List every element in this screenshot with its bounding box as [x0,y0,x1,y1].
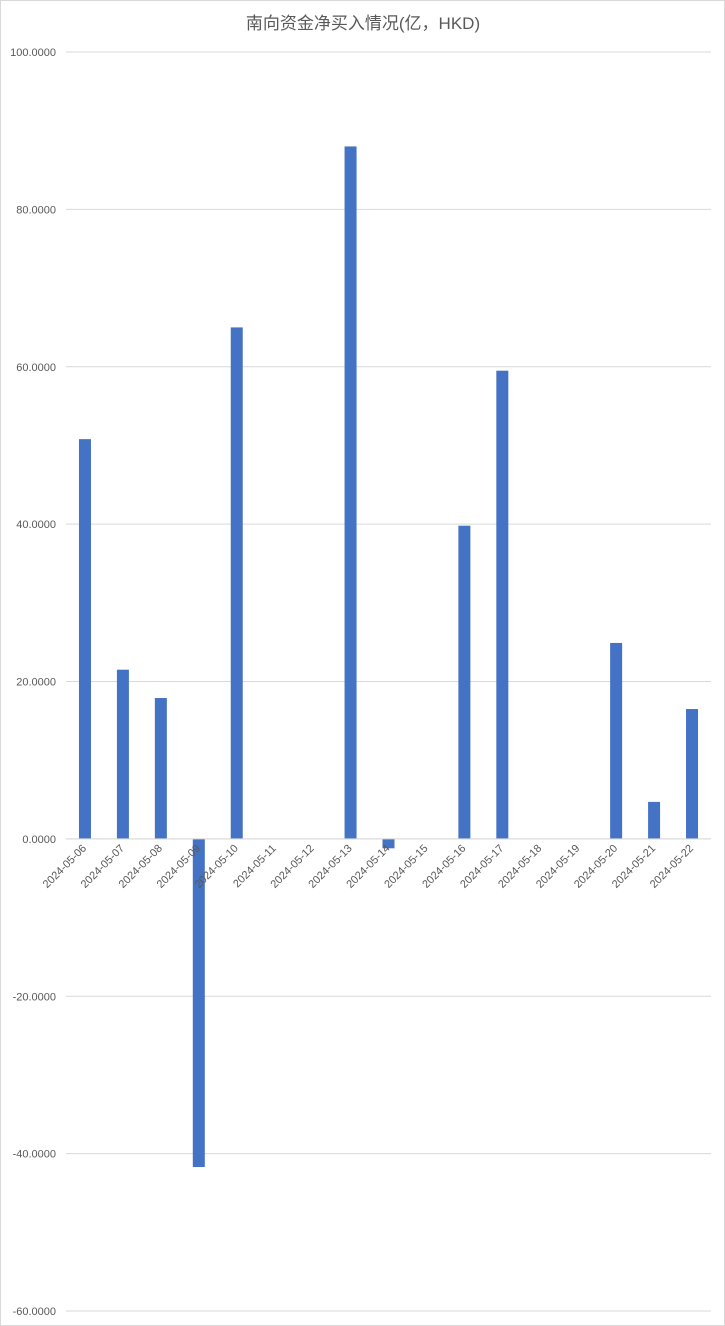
bar-2024-05-20 [610,642,623,839]
bar-2024-05-07 [116,669,129,839]
bar-2024-05-14 [382,838,395,849]
bar-2024-05-13 [344,146,357,839]
bar-2024-05-06 [78,439,91,839]
y-tick-label: 20.0000 [16,677,56,689]
y-tick-label: 40.0000 [16,519,56,531]
bars [78,146,699,1168]
bar-2024-05-21 [648,801,661,839]
y-tick-label: 0.0000 [22,834,56,846]
bar-2024-05-22 [686,709,699,839]
bar-2024-05-10 [230,327,243,839]
bar-2024-05-08 [154,698,167,839]
chart-title: 南向资金净买入情况(亿，HKD) [246,14,480,33]
y-tick-label: 100.0000 [10,47,56,59]
y-tick-label: -60.0000 [13,1306,56,1318]
y-tick-label: -40.0000 [13,1149,56,1161]
bar-2024-05-17 [496,370,509,839]
y-tick-label: 80.0000 [16,204,56,216]
bar-2024-05-16 [458,525,471,839]
x-axis-labels: 2024-05-062024-05-072024-05-082024-05-09… [41,843,696,891]
y-tick-label: -20.0000 [13,991,56,1003]
bar-2024-05-09 [192,838,205,1168]
y-tick-label: 60.0000 [16,362,56,374]
y-axis-labels: 100.0000 80.0000 60.0000 40.0000 20.0000 0.00… [10,47,56,1318]
